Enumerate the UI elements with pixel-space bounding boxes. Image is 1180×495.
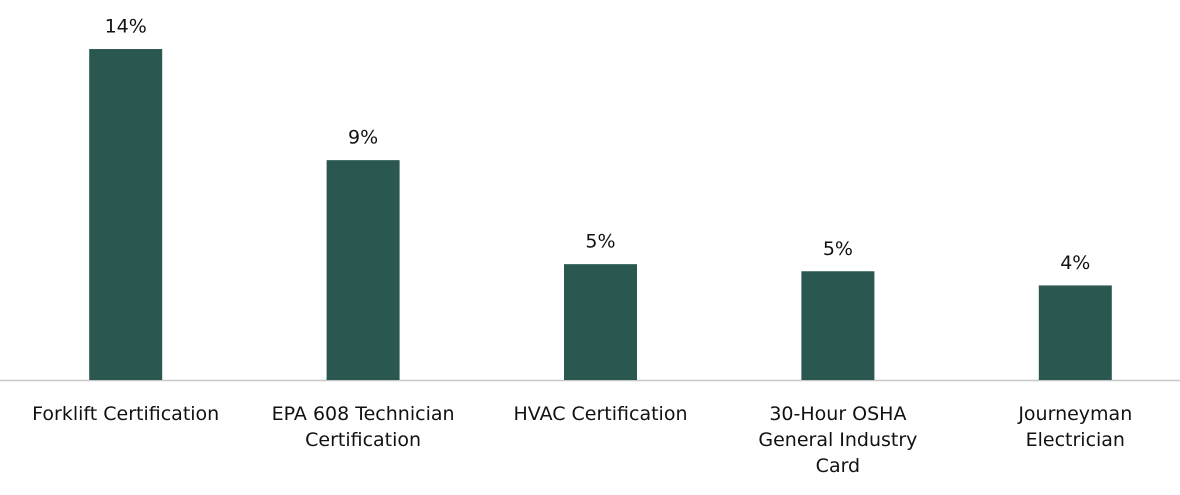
data-label: 5%	[585, 231, 615, 253]
x-tick-label: Forklift Certification	[32, 403, 219, 425]
data-label: 4%	[1060, 252, 1090, 274]
bar	[564, 264, 637, 380]
data-label: 14%	[105, 16, 147, 38]
x-tick-label: EPA 608 Technician Certification	[272, 403, 455, 451]
data-label: 5%	[823, 238, 853, 260]
data-label: 9%	[348, 127, 378, 149]
bar	[89, 49, 163, 380]
bar	[801, 271, 875, 380]
bar	[326, 160, 400, 380]
x-tick-label: 30-Hour OSHA General Industry Card	[758, 403, 917, 477]
bar	[1038, 285, 1112, 380]
x-tick-label: HVAC Certification	[514, 403, 688, 425]
x-tick-label: Journeyman Electrician	[1017, 403, 1132, 451]
